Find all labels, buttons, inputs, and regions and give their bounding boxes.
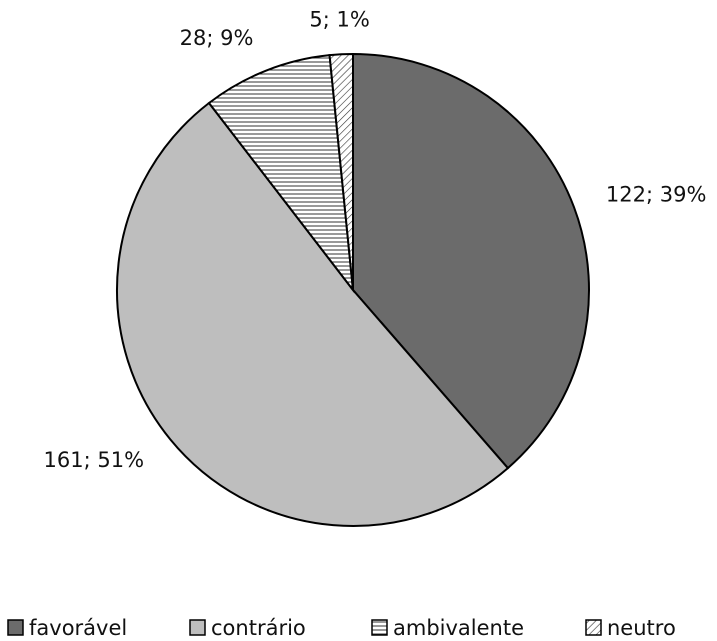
legend-swatch xyxy=(7,619,24,636)
data-label: 5; 1% xyxy=(309,7,369,31)
legend-swatch xyxy=(585,619,602,636)
legend-swatch xyxy=(189,619,206,636)
pie-slice xyxy=(352,52,590,470)
legend-swatch xyxy=(371,619,388,636)
legend-label: ambivalente xyxy=(393,616,524,640)
pie-slice xyxy=(207,54,355,294)
data-label: 161; 51% xyxy=(44,448,145,472)
legend-label: neutro xyxy=(607,616,676,640)
legend-label: contrário xyxy=(211,616,306,640)
data-label: 122; 39% xyxy=(606,182,707,206)
legend-label: favorável xyxy=(29,616,127,640)
pie-slice xyxy=(116,101,510,527)
data-label: 28; 9% xyxy=(180,26,254,50)
pie-slice xyxy=(328,52,354,291)
